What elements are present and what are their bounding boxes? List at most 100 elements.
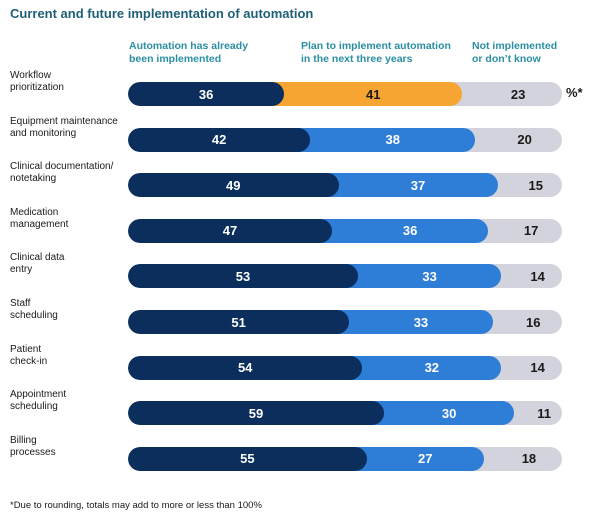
legend-implemented: Automation has already been implemented	[129, 40, 279, 65]
category-label: Clinical documentation/notetaking	[10, 161, 122, 185]
category-label: Billing processes	[10, 435, 122, 459]
not-implemented-segment: 18	[484, 447, 562, 471]
legend-not-implemented: Not implemented or don’t know	[472, 40, 572, 65]
category-label-line: Clinical data	[10, 252, 65, 264]
value-label: 36	[402, 223, 418, 239]
implemented-segment: 53	[128, 264, 359, 289]
value-label: 55	[240, 451, 255, 467]
category-label-line: scheduling	[10, 401, 58, 413]
not-implemented-segment: 11	[514, 401, 562, 425]
category-label-line: scheduling	[10, 310, 58, 321]
value-label: 33	[413, 314, 429, 330]
legend-planned-line-2: in the next three years	[301, 52, 413, 65]
value-label: 54	[237, 360, 253, 376]
value-label: 49	[226, 177, 241, 193]
category-label-line: management	[10, 218, 69, 230]
implemented-segment: 36	[128, 82, 285, 106]
value-label: 14	[530, 360, 545, 376]
category-label-line: Medication	[10, 206, 59, 218]
category-label: Patient check-in	[10, 344, 122, 368]
implemented-segment: 47	[128, 218, 332, 243]
planned-segment: 27	[354, 446, 484, 471]
implemented-segment: 55	[128, 446, 367, 471]
value-label: 32	[424, 360, 440, 376]
category-label-line: and monitoring	[10, 127, 77, 139]
category-label-line: Equipment maintenance	[10, 115, 118, 127]
value-label: 27	[418, 451, 433, 467]
value-label: 14	[530, 268, 545, 284]
chart-row: Patient check-in 54 32 14	[0, 344, 594, 390]
planned-segment: 36	[319, 218, 489, 243]
value-label: 30	[441, 405, 457, 421]
legend-implemented-line-1: Automation has already	[129, 40, 249, 52]
category-label-line: Appointment	[10, 389, 67, 401]
value-label: 33	[422, 268, 437, 284]
chart-row: Equipment maintenance and monitoring 42 38 2…	[0, 116, 594, 162]
not-implemented-segment: 20	[475, 128, 562, 152]
value-label: 20	[517, 132, 532, 148]
value-label: 36	[198, 86, 214, 102]
chart-row: Staff scheduling 51 33 16	[0, 298, 594, 344]
category-label-line: Clinical documentation/	[10, 161, 114, 173]
implemented-segment: 49	[128, 173, 339, 198]
planned-segment: 38	[298, 127, 476, 152]
value-label: 16	[526, 314, 541, 330]
implemented-segment: 59	[128, 401, 385, 426]
percent-unit-note: %*	[566, 85, 583, 100]
value-label: 17	[523, 223, 539, 239]
stacked-bar: 59 30 11	[128, 401, 562, 426]
planned-segment: 33	[337, 310, 493, 334]
not-implemented-segment: 17	[488, 219, 562, 243]
category-label-line: check-in	[10, 355, 48, 367]
chart-row: Appointment scheduling 59 30 11	[0, 389, 594, 435]
value-label: 59	[248, 405, 264, 421]
planned-segment: 37	[326, 173, 498, 198]
legend-not-implemented-line-2: or don’t know	[472, 52, 541, 65]
value-label: 15	[528, 177, 543, 193]
category-label: Workflow prioritization	[10, 70, 122, 94]
category-label-line: prioritization	[10, 82, 64, 93]
not-implemented-segment: 15	[498, 173, 562, 197]
planned-segment: 32	[350, 355, 502, 380]
category-label-line: Billing	[10, 434, 37, 446]
planned-segment: 30	[372, 401, 515, 426]
stacked-bar: 49 37 15	[128, 173, 562, 198]
implemented-segment: 51	[128, 310, 350, 334]
value-label: 41	[365, 86, 381, 102]
category-label: Equipment maintenance and monitoring	[10, 116, 122, 140]
category-label-line: notetaking	[10, 173, 57, 185]
category-label: Appointment scheduling	[10, 389, 122, 413]
value-label: 18	[521, 451, 537, 467]
not-implemented-segment: 23	[462, 82, 562, 106]
value-label: 37	[410, 177, 426, 193]
chart-row: Workflow prioritization 36 41 23	[0, 70, 594, 116]
value-label: 38	[385, 132, 400, 148]
chart-row: Billing processes 55 27 18	[0, 435, 594, 481]
value-label: 47	[222, 223, 238, 239]
legend-planned-line-1: Plan to implement automation	[301, 40, 451, 52]
implemented-segment: 42	[128, 127, 311, 152]
chart-title: Current and future implementation of aut…	[10, 6, 314, 21]
category-label-line: Workflow	[10, 70, 51, 81]
chart-row: Clinical documentation/notetaking 49 37 15	[0, 161, 594, 207]
legend-not-implemented-line-1: Not implemented	[472, 40, 558, 52]
chart-row: Clinical data entry 53 33 14	[0, 252, 594, 298]
value-label: 51	[231, 314, 246, 330]
category-label-line: Patient	[10, 343, 42, 355]
category-label: Clinical data entry	[10, 252, 122, 276]
legend-implemented-line-2: been implemented	[129, 52, 222, 65]
implemented-segment: 54	[128, 355, 363, 380]
stacked-bar: 51 33 16	[128, 310, 562, 334]
value-label: 11	[537, 405, 551, 421]
stacked-bar: 55 27 18	[128, 446, 562, 471]
value-label: 23	[510, 86, 526, 102]
stacked-bar: 47 36 17	[128, 218, 562, 243]
stacked-bar: 42 38 20	[128, 127, 562, 152]
stacked-bar: 54 32 14	[128, 355, 562, 380]
chart-row: Medication management 47 36 17	[0, 207, 594, 253]
planned-segment: 33	[346, 264, 502, 289]
category-label: Staff scheduling	[10, 298, 122, 322]
stacked-bar: 36 41 23	[128, 82, 562, 106]
stacked-bar: 53 33 14	[128, 264, 562, 289]
footnote: *Due to rounding, totals may add to more…	[10, 500, 262, 511]
